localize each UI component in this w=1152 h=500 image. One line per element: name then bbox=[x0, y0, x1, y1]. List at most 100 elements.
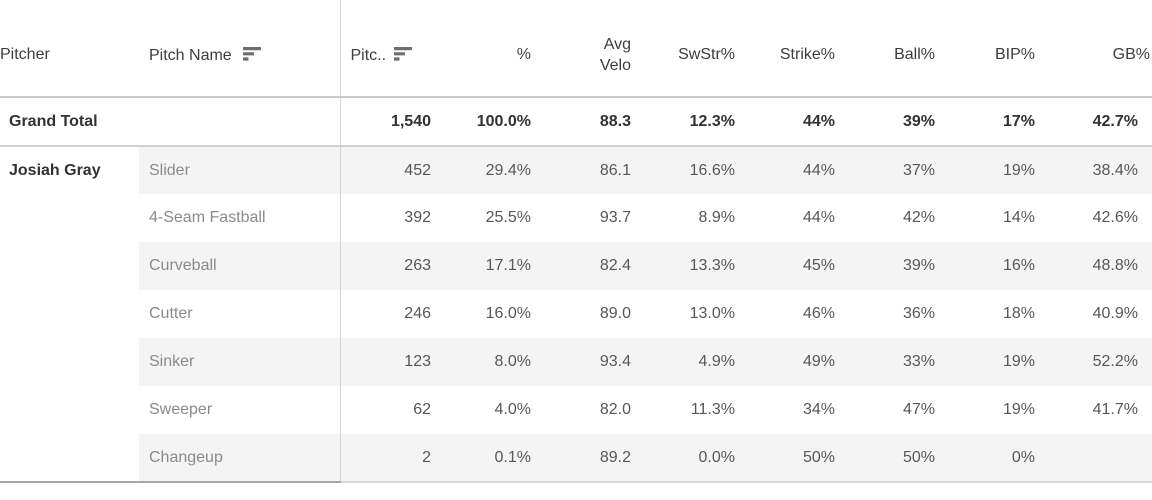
grand-total-label[interactable]: Grand Total bbox=[0, 97, 139, 147]
pitches-cell[interactable]: 246 bbox=[339, 290, 433, 338]
strike-cell[interactable]: 46% bbox=[802, 305, 835, 322]
strike-cell[interactable]: 44% bbox=[737, 146, 837, 194]
pct-cell[interactable]: 17.1% bbox=[433, 242, 533, 290]
avg-velo-cell[interactable]: 82.0 bbox=[599, 401, 631, 418]
pitcher-cell[interactable] bbox=[0, 434, 139, 483]
strike-cell[interactable]: 49% bbox=[737, 338, 837, 386]
avg-velo-cell[interactable]: 86.1 bbox=[533, 146, 633, 194]
col-header-avg-velo[interactable]: Avg Velo bbox=[533, 0, 633, 98]
pct-cell[interactable]: 16.0% bbox=[485, 305, 531, 322]
col-header-pitcher[interactable]: Pitcher bbox=[0, 0, 139, 98]
col-header-pitch-count[interactable]: Pitc.. bbox=[339, 0, 433, 98]
grand-total-row: Grand Total 1,540 100.0% 88.3 12.3% 44% … bbox=[0, 97, 1152, 147]
col-header-bip[interactable]: BIP% bbox=[937, 0, 1037, 98]
pitcher-cell[interactable] bbox=[0, 194, 139, 242]
pitcher-cell[interactable] bbox=[0, 386, 139, 434]
col-header-pitch-name-label: Pitch Name bbox=[149, 46, 232, 64]
avg-velo-cell[interactable]: 89.0 bbox=[599, 305, 631, 322]
bip-cell[interactable]: 14% bbox=[1002, 209, 1035, 226]
grand-total-pct-cell[interactable]: 100.0% bbox=[433, 97, 533, 147]
avg-velo-cell[interactable]: 93.7 bbox=[599, 209, 631, 226]
col-header-swstr[interactable]: SwStr% bbox=[633, 0, 737, 98]
ball-cell[interactable]: 50% bbox=[837, 434, 937, 483]
pitches-cell[interactable]: 263 bbox=[339, 242, 433, 290]
col-header-pct[interactable]: % bbox=[433, 0, 533, 98]
bip-cell[interactable]: 19% bbox=[937, 338, 1037, 386]
pitch-name-cell[interactable]: Slider bbox=[139, 146, 340, 194]
grand-total-pitch-name-cell[interactable] bbox=[139, 97, 340, 147]
gb-cell[interactable]: 42.6% bbox=[1092, 209, 1138, 226]
sort-descending-icon[interactable] bbox=[242, 46, 262, 61]
pitches-cell[interactable]: 2 bbox=[339, 434, 433, 483]
gb-cell[interactable]: 38.4% bbox=[1037, 146, 1152, 194]
grand-total-avg-velo-cell[interactable]: 88.3 bbox=[533, 97, 633, 147]
ball-cell[interactable]: 36% bbox=[902, 305, 935, 322]
grand-total-gb-cell[interactable]: 42.7% bbox=[1037, 97, 1152, 147]
ball-cell[interactable]: 42% bbox=[902, 209, 935, 226]
bip-cell[interactable]: 19% bbox=[1002, 401, 1035, 418]
pitch-name-cell[interactable]: Curveball bbox=[139, 242, 340, 290]
swstr-cell[interactable]: 13.0% bbox=[689, 305, 735, 322]
gb-cell[interactable] bbox=[1037, 434, 1152, 483]
ball-cell[interactable]: 39% bbox=[837, 242, 937, 290]
grand-total-strike-cell[interactable]: 44% bbox=[737, 97, 837, 147]
bip-cell[interactable]: 19% bbox=[937, 146, 1037, 194]
swstr-cell[interactable]: 13.3% bbox=[633, 242, 737, 290]
grand-total-pitches-cell[interactable]: 1,540 bbox=[339, 97, 433, 147]
pitches-cell[interactable]: 123 bbox=[339, 338, 433, 386]
grand-total-swstr-cell[interactable]: 12.3% bbox=[633, 97, 737, 147]
gb-cell[interactable]: 41.7% bbox=[1092, 401, 1138, 418]
table-row: Josiah Gray Slider 452 29.4% 86.1 16.6% … bbox=[0, 146, 1152, 194]
pitcher-cell[interactable] bbox=[0, 290, 139, 338]
table-row: Cutter 246 16.0% 89.0 13.0% 46% 36% 18% … bbox=[0, 290, 1152, 338]
avg-velo-cell[interactable]: 93.4 bbox=[533, 338, 633, 386]
pitches-cell[interactable]: 452 bbox=[339, 146, 433, 194]
pitch-name-cell[interactable]: Sinker bbox=[139, 338, 340, 386]
sort-descending-icon[interactable] bbox=[394, 46, 413, 61]
pct-cell[interactable]: 29.4% bbox=[433, 146, 533, 194]
pitches-cell[interactable]: 62 bbox=[339, 386, 433, 434]
col-header-ball[interactable]: Ball% bbox=[837, 0, 937, 98]
ball-cell[interactable]: 33% bbox=[837, 338, 937, 386]
col-header-strike[interactable]: Strike% bbox=[737, 0, 837, 98]
swstr-cell[interactable]: 4.9% bbox=[633, 338, 737, 386]
strike-cell[interactable]: 34% bbox=[802, 401, 835, 418]
pitch-name-cell[interactable]: Sweeper bbox=[149, 401, 213, 418]
col-header-gb[interactable]: GB% bbox=[1037, 0, 1152, 98]
header-row: Pitcher Pitch Name Pitc.. % Avg Velo SwS… bbox=[0, 0, 1152, 98]
pitch-name-cell[interactable]: Changeup bbox=[139, 434, 340, 483]
pitch-name-cell[interactable]: 4-Seam Fastball bbox=[149, 209, 266, 226]
pitcher-cell[interactable]: Josiah Gray bbox=[0, 146, 139, 194]
grand-total-bip-cell[interactable]: 17% bbox=[937, 97, 1037, 147]
pct-cell[interactable]: 0.1% bbox=[433, 434, 533, 483]
pct-cell[interactable]: 25.5% bbox=[485, 209, 531, 226]
pitcher-cell[interactable] bbox=[0, 338, 139, 386]
swstr-cell[interactable]: 8.9% bbox=[698, 209, 735, 226]
ball-cell[interactable]: 47% bbox=[902, 401, 935, 418]
swstr-cell[interactable]: 0.0% bbox=[633, 434, 737, 483]
pitch-name-cell[interactable]: Cutter bbox=[149, 305, 193, 322]
gb-cell[interactable]: 48.8% bbox=[1037, 242, 1152, 290]
gb-cell[interactable]: 52.2% bbox=[1037, 338, 1152, 386]
bip-cell[interactable]: 18% bbox=[1002, 305, 1035, 322]
table-row: Sweeper 62 4.0% 82.0 11.3% 34% 47% 19% 4… bbox=[0, 386, 1152, 434]
swstr-cell[interactable]: 16.6% bbox=[633, 146, 737, 194]
strike-cell[interactable]: 50% bbox=[737, 434, 837, 483]
strike-cell[interactable]: 44% bbox=[802, 209, 835, 226]
bip-cell[interactable]: 16% bbox=[937, 242, 1037, 290]
col-header-pitch-name[interactable]: Pitch Name bbox=[139, 0, 340, 98]
pct-cell[interactable]: 8.0% bbox=[433, 338, 533, 386]
bip-cell[interactable]: 0% bbox=[937, 434, 1037, 483]
pct-cell[interactable]: 4.0% bbox=[494, 401, 531, 418]
strike-cell[interactable]: 45% bbox=[737, 242, 837, 290]
gb-cell[interactable]: 40.9% bbox=[1092, 305, 1138, 322]
swstr-cell[interactable]: 11.3% bbox=[690, 401, 735, 418]
pitcher-cell[interactable] bbox=[0, 242, 139, 290]
table-row: Sinker 123 8.0% 93.4 4.9% 49% 33% 19% 52… bbox=[0, 338, 1152, 386]
avg-velo-cell[interactable]: 89.2 bbox=[533, 434, 633, 483]
grand-total-ball-cell[interactable]: 39% bbox=[837, 97, 937, 147]
table-row: 4-Seam Fastball 392 25.5% 93.7 8.9% 44% … bbox=[0, 194, 1152, 242]
avg-velo-cell[interactable]: 82.4 bbox=[533, 242, 633, 290]
ball-cell[interactable]: 37% bbox=[837, 146, 937, 194]
pitches-cell[interactable]: 392 bbox=[339, 194, 433, 242]
